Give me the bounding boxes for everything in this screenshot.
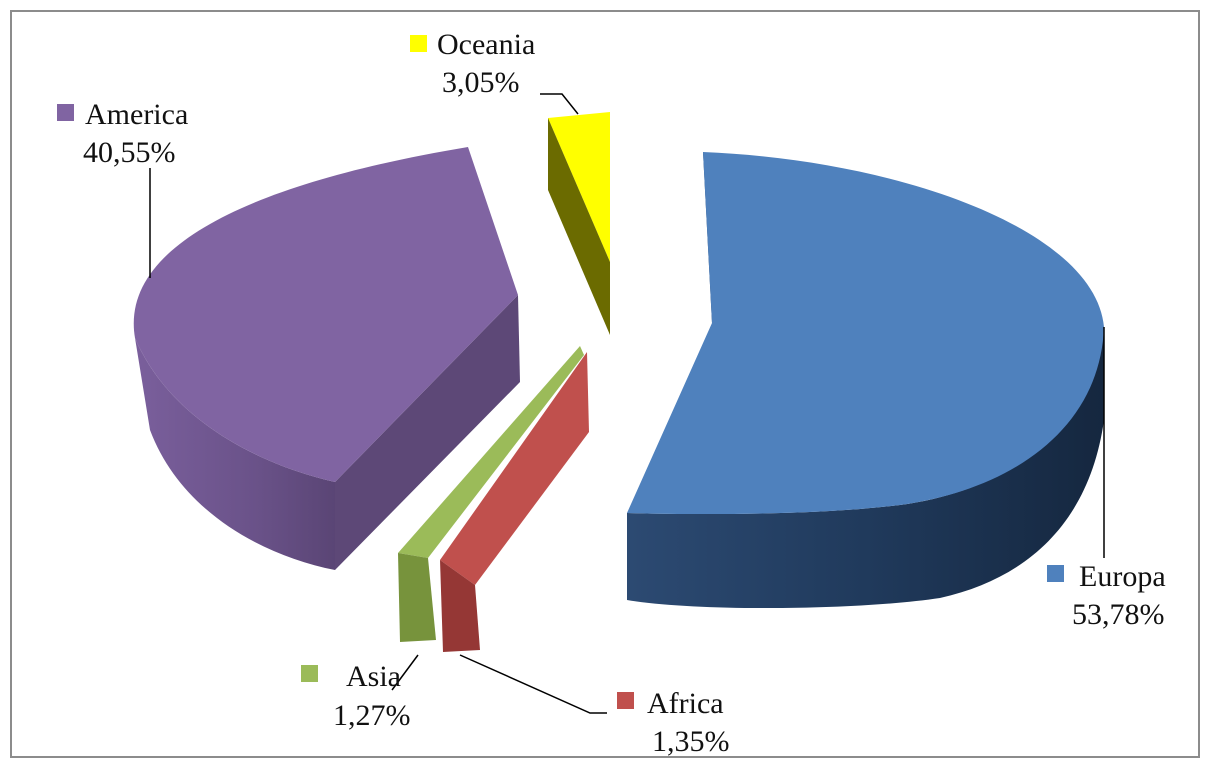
slice-america-inner-side — [335, 295, 520, 570]
slice-africa — [440, 352, 589, 652]
label-oceania-value: 3,05% — [442, 66, 520, 99]
label-europa-value: 53,78% — [1072, 598, 1165, 631]
slice-europa-top — [627, 152, 1104, 515]
label-oceania-name: Oceania — [437, 28, 535, 61]
slice-africa-top — [440, 352, 589, 585]
slice-europa-side — [627, 327, 1104, 609]
slice-europa — [627, 152, 1104, 609]
leader-line-asia — [391, 654, 419, 691]
legend-marker-oceania — [410, 35, 427, 52]
slice-oceania — [548, 112, 610, 335]
leader-line-oceania — [540, 93, 579, 115]
label-africa-name: Africa — [647, 687, 724, 720]
slice-asia-side — [398, 553, 436, 642]
slice-labels: Oceania 3,05% America 40,55% Europa 53,7… — [83, 28, 1166, 758]
legend-marker-europa — [1047, 565, 1064, 582]
slice-oceania-side — [548, 118, 610, 335]
slice-america-side — [135, 338, 335, 570]
legend-marker-asia — [301, 665, 318, 682]
slice-america — [133, 147, 520, 570]
slice-africa-side — [440, 560, 480, 652]
label-europa-name: Europa — [1079, 560, 1166, 593]
slice-asia — [398, 346, 584, 642]
label-asia-name: Asia — [346, 660, 401, 693]
label-africa-value: 1,35% — [652, 725, 730, 758]
legend-markers — [57, 35, 1064, 709]
label-asia-value: 1,27% — [333, 699, 411, 732]
leader-line-africa — [459, 654, 607, 714]
legend-marker-africa — [617, 692, 634, 709]
slice-asia-top — [398, 346, 584, 558]
slice-oceania-top — [548, 112, 610, 262]
slice-america-top — [133, 147, 518, 482]
legend-marker-america — [57, 104, 74, 121]
leader-lines — [149, 93, 1105, 714]
label-america-value: 40,55% — [83, 136, 176, 169]
label-america-name: America — [85, 98, 188, 131]
